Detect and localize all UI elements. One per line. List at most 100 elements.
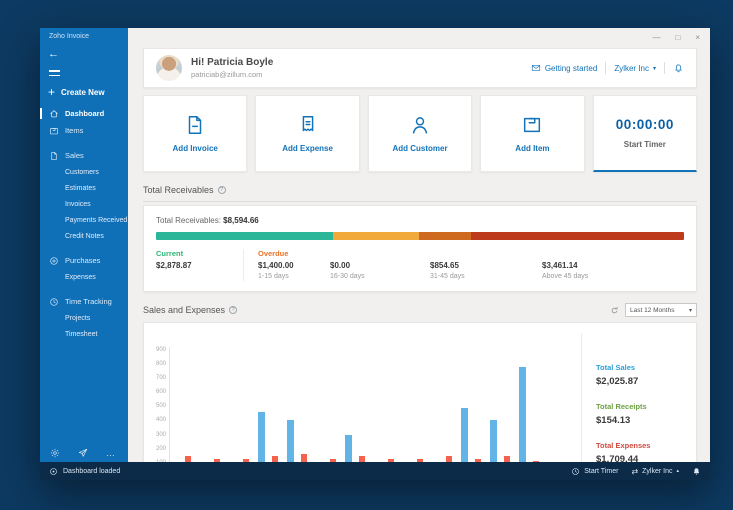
minimize-button[interactable]: — [652,33,661,42]
help-icon[interactable]: ? [217,186,226,194]
statusbar-start-timer-label: Start Timer [584,467,619,475]
swap-icon: ⇄ [631,466,639,476]
sidebar-item-label: Items [65,126,84,135]
expenses-bar-m10 [446,455,452,462]
start-timer-card[interactable]: 00:00:00 Start Timer [592,95,698,172]
statusbar-start-timer[interactable]: Start Timer [571,467,618,476]
sales-bar-m4 [258,412,265,462]
total-label: Total Sales [596,363,636,372]
user-email: patriciab@zillum.com [191,70,263,79]
y-tick-400: 400 [155,417,166,424]
sales-bar-m12 [490,420,497,462]
y-tick-700: 700 [155,375,166,382]
sidebar-item-items[interactable]: Items [40,122,128,139]
clock-icon [49,297,59,307]
notifications-bell-icon[interactable] [673,63,684,74]
expenses-bar-m4 [272,455,278,462]
add-customer-card[interactable]: Add Customer [367,95,473,172]
add-invoice-card[interactable]: Add Invoice [143,95,248,172]
timer-display: 00:00:00 [615,117,674,132]
sidebar-item-label: Dashboard [65,109,105,118]
column-range: 31-45 days [430,273,465,280]
sidebar-item-credit-notes[interactable]: Credit Notes [65,232,104,240]
sidebar-item-timesheet[interactable]: Timesheet [65,330,98,338]
column-label [430,249,542,259]
total-value: $2,025.87 [596,376,639,387]
status-message: Dashboard loaded [63,467,121,475]
app-window: Zoho Invoice ← + Create New Dashboard Ite… [40,28,710,480]
feedback-plane-icon[interactable] [78,448,88,458]
column-value: $854.65 [430,261,459,270]
quick-action-label: Add Expense [282,144,333,153]
divider [664,62,665,74]
create-new-label: Create New [61,87,105,97]
sidebar-item-invoices[interactable]: Invoices [65,200,91,208]
avatar[interactable] [156,55,182,81]
column-range: 16-30 days [330,273,365,280]
y-tick-500: 500 [155,403,166,410]
receivables-card: Total Receivables: $8,594.66 Current $2,8… [143,205,697,292]
sidebar-group-sales[interactable]: Sales [40,147,128,164]
column-value: $0.00 [330,261,351,270]
statusbar-org-switcher[interactable]: ⇄ Zylker Inc ▴ [631,467,679,476]
sidebar-item-customers[interactable]: Customers [65,168,99,176]
sidebar-item-projects[interactable]: Projects [65,314,91,322]
column-label: Current [156,249,184,258]
more-options-icon[interactable]: … [106,448,116,458]
sidebar-group-label: Time Tracking [65,297,112,306]
quick-action-label: Add Item [515,144,550,153]
sidebar-item-expenses[interactable]: Expenses [65,273,96,281]
add-item-card[interactable]: Add Item [480,95,585,172]
hamburger-icon[interactable] [49,70,60,76]
segment-overdue-1-15-days [332,232,419,240]
y-tick-600: 600 [155,389,166,396]
refresh-icon[interactable] [610,306,619,315]
expenses-bar-m13 [533,461,539,462]
close-button[interactable]: × [695,33,700,42]
receivables-heading: Total Receivables [143,185,214,195]
status-bar: Dashboard loaded Start Timer ⇄ Zylker In… [40,462,710,480]
maximize-button[interactable]: □ [675,33,681,42]
divider [605,62,607,74]
spacer [40,285,128,293]
sidebar-group-purchases[interactable]: Purchases [40,252,128,269]
sales-expenses-chart-card: Total Sales $2,025.87 Total Receipts $154.1… [143,322,697,462]
column-range: Above 45 days [542,273,589,280]
sidebar-group-time-tracking[interactable]: Time Tracking [40,293,128,310]
quick-actions-row: Add Invoice Add Expense Add Customer Add It… [143,95,698,172]
expenses-bar-m8 [388,458,394,462]
date-range-select[interactable]: Last 12 Months ▾ [625,303,697,317]
status-indicator-icon [49,467,58,476]
file-icon [49,151,59,161]
sidebar-item-payments-received[interactable]: Payments Received [65,216,128,224]
getting-started-link[interactable]: Getting started [531,63,597,73]
main-content: — □ × Hi! Patricia Boyle patriciab@zillu… [128,28,710,462]
sales-bar-m5 [287,420,294,462]
help-icon[interactable]: ? [229,306,238,314]
org-switcher[interactable]: Zylker Inc ▾ [614,64,656,73]
greeting-card: Hi! Patricia Boyle patriciab@zillum.com … [143,48,697,88]
quick-action-label: Add Invoice [172,144,218,153]
sidebar-group-label: Sales [65,151,84,160]
receivables-column-16-30-days: $0.00 16-30 days [330,249,430,281]
sidebar: Zoho Invoice ← + Create New Dashboard Ite… [40,28,128,462]
receivables-total-label: Total Receivables: [156,216,221,225]
expenses-bar-m1 [185,455,191,462]
chevron-down-icon: ▾ [688,307,692,314]
plus-icon: + [48,85,56,99]
settings-gear-icon[interactable] [50,448,60,458]
sidebar-item-estimates[interactable]: Estimates [65,184,96,192]
sidebar-bottom: … [50,448,116,458]
sidebar-item-dashboard[interactable]: Dashboard [40,105,128,122]
chart-y-axis [169,347,170,462]
receivables-column-overdue: Overdue $1,400.00 1-15 days [258,249,330,281]
invoice-icon [184,114,206,136]
expenses-bar-m7 [359,455,365,462]
back-icon[interactable]: ← [48,48,59,60]
box-icon [49,126,59,136]
statusbar-bell-icon[interactable] [692,467,701,476]
greeting-text: Hi! Patricia Boyle [191,57,274,68]
create-new-button[interactable]: + Create New [48,85,128,99]
add-expense-card[interactable]: Add Expense [255,95,360,172]
sales-bar-m13 [519,366,526,462]
